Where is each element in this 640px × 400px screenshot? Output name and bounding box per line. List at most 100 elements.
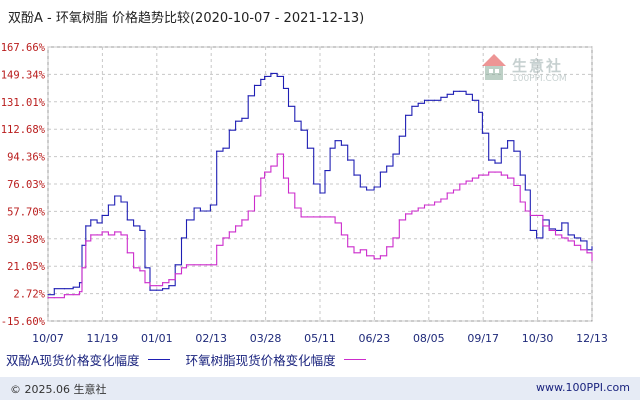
data-point [300,216,302,218]
series-lines [47,72,593,299]
data-point [392,237,394,239]
data-point [573,237,576,239]
x-tick-label: 08/05 [413,332,445,345]
data-point [193,264,195,266]
data-point [155,285,157,287]
footer-site-link[interactable]: www.100PPI.com [536,381,630,394]
data-point [359,249,361,251]
y-tick-label: 2.72% [13,289,45,301]
data-point [513,184,515,187]
data-point [247,210,249,212]
data-point [591,259,593,261]
data-point [313,183,315,185]
data-point [126,219,128,221]
data-point [133,225,135,227]
data-point [446,93,448,95]
data-point [513,150,515,152]
data-point [90,219,92,221]
data-point [85,225,87,227]
data-point [329,147,331,149]
data-point [81,244,83,246]
data-point [222,147,224,149]
data-point [573,244,576,246]
data-point [63,294,65,296]
data-point [319,216,321,218]
data-point [586,252,588,254]
data-point [96,222,98,224]
data-point [440,96,442,98]
data-point [63,288,65,290]
data-point [366,189,368,191]
data-point [542,225,544,227]
data-point [519,201,521,203]
data-point [149,285,151,287]
data-point [144,267,146,269]
data-point [423,204,426,206]
data-point [353,174,355,176]
data-point [398,219,400,221]
y-tick-label: 76.03% [7,179,46,191]
data-point [287,192,290,194]
data-point [114,231,116,233]
data-point [373,258,375,260]
data-point [567,234,569,236]
data-point [561,222,563,224]
data-point [247,95,249,97]
data-point [107,234,109,236]
data-point [133,267,135,269]
data-point [306,147,308,149]
data-point [209,204,211,206]
data-point [139,229,141,231]
data-point [235,225,237,227]
data-point [494,171,496,173]
data-point [253,195,256,197]
data-point [373,186,375,188]
y-tick-label: 39.38% [7,234,46,246]
data-point [126,252,128,254]
data-point [411,105,413,107]
data-point [481,174,483,176]
data-point [78,282,81,284]
data-point [536,237,538,239]
x-axis-ticks: 10/07 11/19 01/01 02/13 03/28 05/11 06/23 08/05… [32,332,608,345]
data-point [180,267,183,269]
data-point [567,240,569,242]
house-logo-icon [482,54,506,80]
legend: 双酚A现货价格变化幅度 环氧树脂现货价格变化幅度 [6,350,376,369]
data-point [507,140,509,142]
data-point [591,246,593,248]
data-point [120,201,122,203]
watermark-url: 100PPI.COM [512,74,567,84]
data-point [72,286,74,288]
data-point [353,252,355,254]
data-point [423,99,426,101]
data-point [270,72,272,74]
data-point [264,171,266,173]
data-point [417,207,419,209]
data-point [488,171,490,173]
data-point [481,132,483,134]
data-point [260,78,262,80]
data-point [300,129,302,131]
data-point [434,99,436,101]
legend-swatch-series-1 [147,359,170,360]
y-tick-label: 131.01% [1,97,46,109]
data-point [168,279,170,281]
data-point [174,264,176,266]
data-point [334,140,336,142]
data-point [405,114,407,116]
data-point [90,234,92,236]
data-point [222,237,224,239]
y-tick-label: 94.36% [7,152,46,164]
y-tick-label: 112.68% [1,124,46,136]
data-point [72,294,74,296]
data-point [168,285,170,287]
data-point [386,246,388,248]
data-point [459,183,461,185]
data-point [235,120,237,122]
data-point [306,216,308,218]
data-point [329,216,331,218]
x-tick-label: 10/07 [32,332,64,345]
data-point [411,210,413,212]
